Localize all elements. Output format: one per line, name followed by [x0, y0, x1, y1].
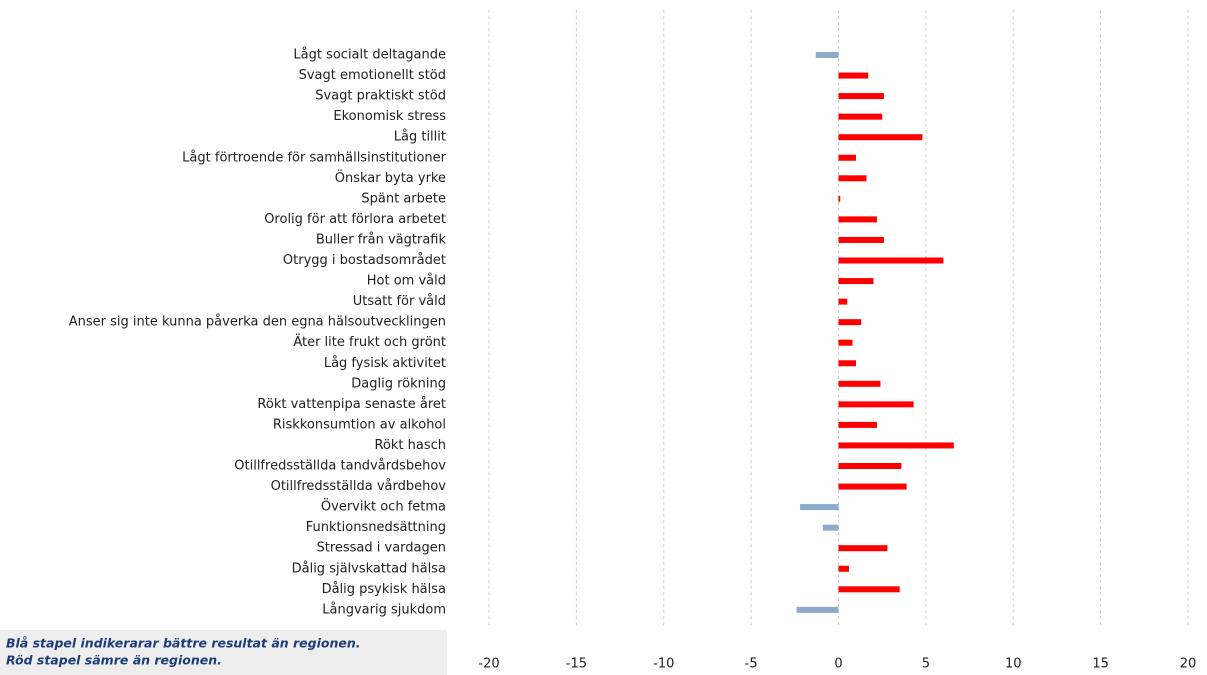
y-tick-label: Spänt arbete	[361, 191, 446, 206]
y-tick-label: Långvarig sjukdom	[322, 602, 446, 617]
bar	[838, 360, 856, 367]
y-tick-label: Riskkonsumtion av alkohol	[273, 417, 446, 432]
bar	[838, 134, 923, 141]
y-tick-label: Lågt socialt deltagande	[293, 48, 446, 63]
bar	[838, 154, 856, 161]
bar	[838, 463, 902, 469]
y-tick-label: Övervikt och fetma	[321, 498, 446, 515]
bar	[838, 195, 841, 202]
y-tick-label: Hot om våld	[367, 274, 446, 289]
y-tick-label: Låg tillit	[394, 130, 446, 145]
bar	[838, 401, 914, 408]
bar	[815, 52, 839, 58]
y-tick-label: Orolig för att förlora arbetet	[264, 212, 446, 227]
bar	[838, 339, 853, 346]
y-tick-label: Äter lite frukt och grönt	[293, 334, 446, 350]
x-tick-label: -20	[478, 657, 499, 672]
bar	[822, 524, 839, 531]
y-tick-label: Ekonomisk stress	[333, 109, 446, 124]
x-tick-label: -15	[566, 657, 587, 672]
bar	[838, 257, 944, 264]
y-tick-label: Lågt förtroende för samhällsinstitutione…	[182, 150, 446, 165]
bar	[838, 93, 884, 100]
bar	[838, 565, 849, 572]
bar	[796, 606, 839, 613]
bar	[838, 278, 874, 285]
bar	[838, 586, 900, 593]
x-tick-label: 10	[1005, 657, 1022, 672]
x-tick-label: 15	[1092, 657, 1109, 672]
y-tick-label: Anser sig inte kunna påverka den egna hä…	[69, 315, 446, 330]
y-tick-label: Önskar byta yrke	[335, 169, 446, 186]
y-tick-label: Utsatt för våld	[353, 294, 446, 309]
x-tick-label: 5	[922, 657, 930, 672]
bar	[838, 175, 867, 182]
bar	[838, 113, 883, 120]
x-tick-label: -10	[653, 657, 674, 672]
x-tick-label: -5	[745, 657, 758, 672]
y-tick-label: Rökt vattenpipa senaste året	[257, 397, 446, 412]
y-tick-label: Svagt emotionellt stöd	[299, 68, 446, 83]
y-tick-label: Daglig rökning	[351, 376, 446, 391]
note-line: Röd stapel sämre än regionen.	[6, 653, 222, 668]
y-tick-label: Dålig självskattad hälsa	[292, 561, 446, 576]
y-tick-label: Buller från vägtrafik	[316, 232, 447, 247]
y-tick-label: Svagt praktiskt stöd	[315, 89, 446, 104]
bar	[838, 421, 877, 428]
bar	[838, 298, 848, 305]
bar	[838, 319, 862, 326]
bar	[838, 380, 881, 387]
bar	[838, 72, 869, 79]
y-tick-label: Otillfredsställda tandvårdsbehov	[234, 459, 446, 474]
note-box	[0, 630, 447, 675]
bar	[800, 504, 839, 511]
bar	[838, 236, 884, 243]
y-tick-label: Dålig psykisk hälsa	[322, 582, 446, 597]
bar	[838, 483, 907, 490]
note-line: Blå stapel indikerarar bättre resultat ä…	[6, 636, 361, 651]
y-tick-label: Låg fysisk aktivitet	[324, 356, 446, 371]
bar	[838, 216, 877, 223]
y-tick-label: Otillfredsställda vårdbehov	[271, 479, 447, 494]
x-tick-label: 0	[834, 657, 842, 672]
bar	[838, 545, 888, 552]
y-tick-label: Otrygg i bostadsområdet	[283, 253, 446, 268]
y-tick-label: Rökt hasch	[374, 438, 446, 453]
y-tick-label: Stressad i vardagen	[316, 541, 446, 556]
bar	[838, 442, 954, 449]
x-tick-label: 20	[1180, 657, 1197, 672]
y-tick-label: Funktionsnedsättning	[306, 520, 446, 535]
